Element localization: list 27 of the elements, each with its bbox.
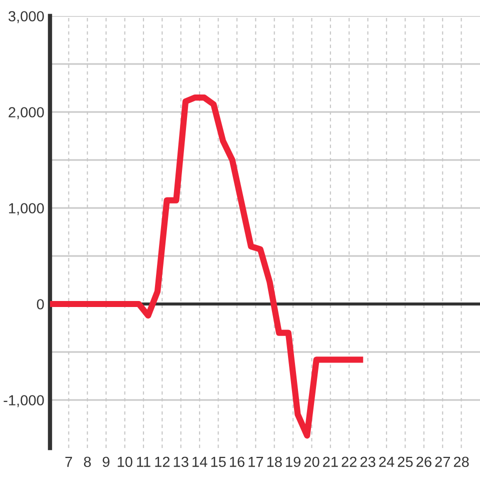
y-tick-label: 1,000 <box>9 203 44 216</box>
x-tick-label: 22 <box>342 456 357 467</box>
x-tick-label: 14 <box>192 456 208 467</box>
y-tick-label: 2,000 <box>8 107 44 120</box>
x-tick-label: 28 <box>454 456 469 468</box>
x-tick-label: 19 <box>286 456 300 468</box>
y-tick-label: -1,000 <box>4 395 44 408</box>
x-tick-label: 17 <box>248 456 264 467</box>
x-tick-label: 10 <box>118 456 132 468</box>
x-tick-label: 8 <box>84 456 91 468</box>
x-tick-label: 25 <box>398 456 413 468</box>
x-tick-label: 12 <box>155 456 170 467</box>
y-tick-label: 0 <box>36 299 44 310</box>
x-tick-label: 13 <box>174 456 188 468</box>
x-tick-label: 18 <box>267 456 282 468</box>
x-tick-label: 21 <box>323 456 338 467</box>
x-tick-label: 11 <box>137 456 150 467</box>
x-tick-label: 24 <box>379 456 394 467</box>
x-tick-label: 20 <box>304 456 320 468</box>
x-tick-label: 9 <box>102 456 110 468</box>
x-tick-label: 15 <box>211 456 226 468</box>
x-tick-label: 16 <box>230 456 244 468</box>
x-tick-label: 27 <box>435 456 450 467</box>
x-tick-label: 26 <box>416 456 432 468</box>
y-tick-label: 3,000 <box>8 11 44 24</box>
x-tick-label: 23 <box>360 456 376 468</box>
x-tick-label: 7 <box>65 456 72 467</box>
